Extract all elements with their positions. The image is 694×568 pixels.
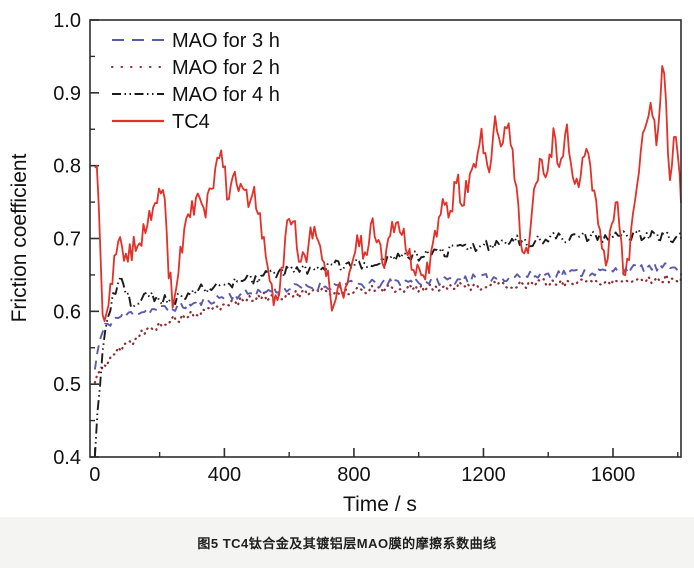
chart-generated: 0.4 0.5 0.6 0.7 0.8 0.9 1.0 0 400 800 1200 1600 MAO … <box>53 10 683 486</box>
x-tick-label: 0 <box>89 464 100 486</box>
legend-label-mao-3h: MAO for 3 h <box>172 30 280 52</box>
series-line-mao-2h <box>93 273 683 384</box>
y-tick-label: 0.8 <box>53 156 81 178</box>
series-line-tc4 <box>94 65 682 323</box>
y-tick-label: 0.7 <box>53 229 81 251</box>
x-tick-label: 1200 <box>461 464 506 486</box>
x-tick-label: 400 <box>208 464 241 486</box>
legend-label-mao-4h: MAO for 4 h <box>172 84 280 106</box>
figure-caption: 图5 TC4钛合金及其镀铝层MAO膜的摩擦系数曲线 <box>197 536 497 551</box>
chart-svg: 0.4 0.5 0.6 0.7 0.8 0.9 1.0 0 400 800 1200 1600 MAO … <box>8 10 683 516</box>
y-tick-label: 0.5 <box>53 374 81 396</box>
plot-border <box>89 19 682 458</box>
series-line-mao-3h <box>93 262 682 370</box>
series-line-mao-4h <box>93 228 682 458</box>
y-tick-label: 1.0 <box>53 10 81 32</box>
x-axis-title: Time / s <box>343 493 417 516</box>
legend-label-mao-2h: MAO for 2 h <box>172 57 280 79</box>
y-tick-label: 0.9 <box>53 83 81 105</box>
x-tick-label: 800 <box>337 464 370 486</box>
y-tick-label: 0.4 <box>53 447 81 469</box>
figure-caption-strip: 图5 TC4钛合金及其镀铝层MAO膜的摩擦系数曲线 <box>0 517 694 568</box>
y-tick-label: 0.6 <box>53 301 81 323</box>
legend-label-tc4: TC4 <box>172 111 210 133</box>
x-tick-label: 1600 <box>591 464 636 486</box>
y-axis-title: Friction coefficient <box>8 153 31 322</box>
